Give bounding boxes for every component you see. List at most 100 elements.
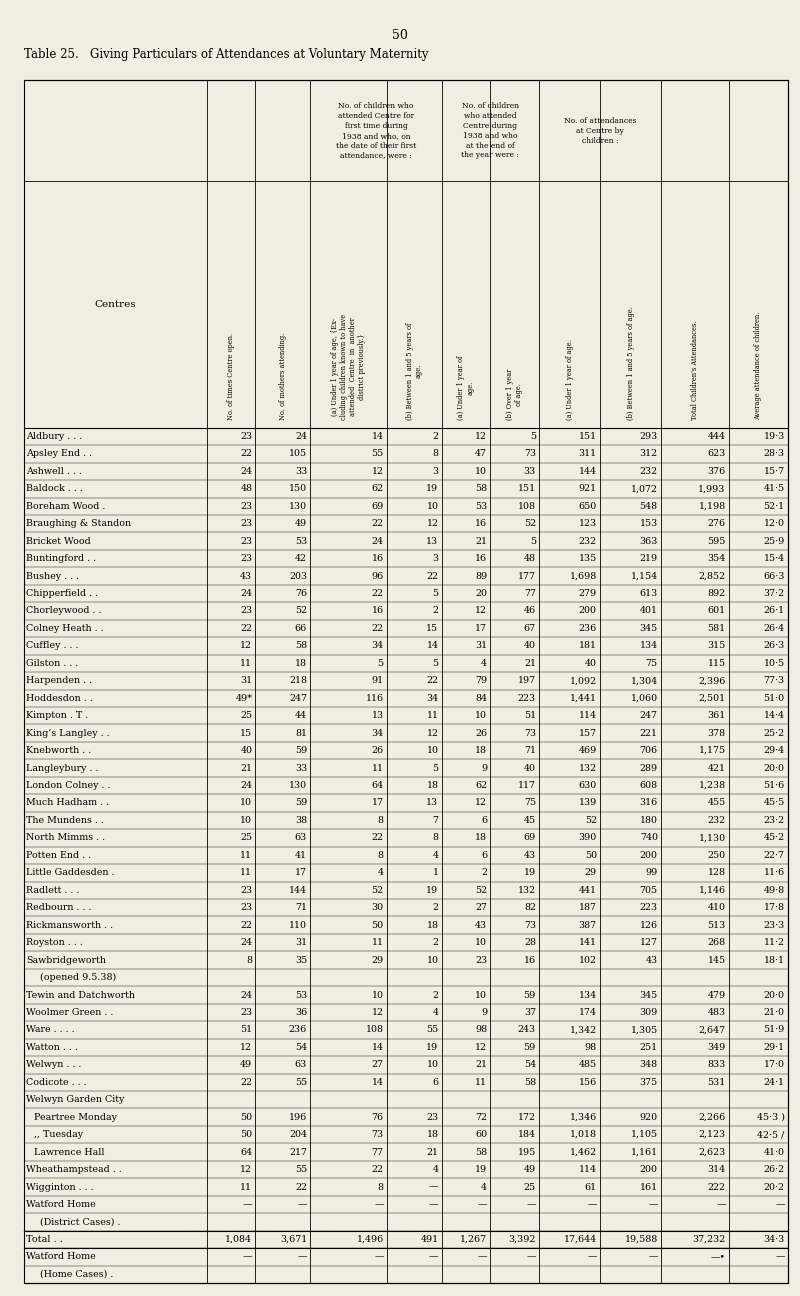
Text: 5: 5 xyxy=(530,432,536,441)
Text: 134: 134 xyxy=(578,990,597,999)
Text: 11: 11 xyxy=(372,763,384,772)
Text: 117: 117 xyxy=(518,781,536,791)
Text: 4: 4 xyxy=(433,851,438,859)
Text: 1,161: 1,161 xyxy=(630,1148,658,1156)
Text: 59: 59 xyxy=(295,746,307,756)
Text: No. of children
who attended
Centre during
1938 and who
at the end of
the year w: No. of children who attended Centre duri… xyxy=(462,102,519,159)
Text: 29·1: 29·1 xyxy=(764,1043,785,1052)
Text: 51·0: 51·0 xyxy=(764,693,785,702)
Text: Tewin and Datchworth: Tewin and Datchworth xyxy=(26,990,135,999)
Text: 14: 14 xyxy=(372,432,384,441)
Text: 314: 314 xyxy=(707,1165,726,1174)
Text: 401: 401 xyxy=(640,607,658,616)
Text: —: — xyxy=(298,1252,307,1261)
Text: 21: 21 xyxy=(475,537,487,546)
Text: 312: 312 xyxy=(640,450,658,459)
Text: Welwyn Garden City: Welwyn Garden City xyxy=(26,1095,125,1104)
Text: 22·7: 22·7 xyxy=(764,851,785,859)
Text: 134: 134 xyxy=(640,642,658,651)
Text: Table 25.   Giving Particulars of Attendances at Voluntary Maternity: Table 25. Giving Particulars of Attendan… xyxy=(24,48,429,61)
Text: 49: 49 xyxy=(295,520,307,529)
Text: 45·5: 45·5 xyxy=(763,798,785,807)
Text: 27: 27 xyxy=(475,903,487,912)
Text: 15: 15 xyxy=(426,623,438,632)
Text: 114: 114 xyxy=(579,1165,597,1174)
Text: 19: 19 xyxy=(426,1043,438,1052)
Text: 67: 67 xyxy=(524,623,536,632)
Text: 11: 11 xyxy=(372,938,384,947)
Text: 2,123: 2,123 xyxy=(698,1130,726,1139)
Text: —: — xyxy=(775,1200,785,1209)
Text: 491: 491 xyxy=(420,1235,438,1244)
Text: Ware . . . .: Ware . . . . xyxy=(26,1025,75,1034)
Text: 53: 53 xyxy=(475,502,487,511)
Text: 24: 24 xyxy=(240,588,252,597)
Text: 243: 243 xyxy=(518,1025,536,1034)
Text: 26: 26 xyxy=(475,728,487,737)
Text: 251: 251 xyxy=(640,1043,658,1052)
Text: 22: 22 xyxy=(295,1182,307,1191)
Text: 5: 5 xyxy=(378,658,384,667)
Text: 483: 483 xyxy=(707,1008,726,1017)
Text: ,, Tuesday: ,, Tuesday xyxy=(34,1130,82,1139)
Text: 59: 59 xyxy=(524,990,536,999)
Text: 469: 469 xyxy=(578,746,597,756)
Text: 10: 10 xyxy=(426,502,438,511)
Text: North Mimms . .: North Mimms . . xyxy=(26,833,106,842)
Text: 23: 23 xyxy=(475,955,487,964)
Text: 40: 40 xyxy=(585,658,597,667)
Text: Woolmer Green . .: Woolmer Green . . xyxy=(26,1008,114,1017)
Text: Welwyn . . .: Welwyn . . . xyxy=(26,1060,82,1069)
Text: 22: 22 xyxy=(240,623,252,632)
Text: 150: 150 xyxy=(289,485,307,494)
Text: 197: 197 xyxy=(518,677,536,686)
Text: 19·3: 19·3 xyxy=(763,432,785,441)
Text: 2: 2 xyxy=(433,990,438,999)
Text: 128: 128 xyxy=(708,868,726,877)
Text: 132: 132 xyxy=(518,885,536,894)
Text: 21·0: 21·0 xyxy=(764,1008,785,1017)
Text: 53: 53 xyxy=(295,537,307,546)
Text: 18: 18 xyxy=(475,833,487,842)
Text: 66·3: 66·3 xyxy=(763,572,785,581)
Text: 1,441: 1,441 xyxy=(570,693,597,702)
Text: 1,496: 1,496 xyxy=(357,1235,384,1244)
Text: 41: 41 xyxy=(295,851,307,859)
Text: 108: 108 xyxy=(518,502,536,511)
Text: 218: 218 xyxy=(289,677,307,686)
Text: 73: 73 xyxy=(371,1130,384,1139)
Text: No. of mothers attending.: No. of mothers attending. xyxy=(279,333,287,420)
Text: 1,154: 1,154 xyxy=(630,572,658,581)
Text: 7: 7 xyxy=(433,816,438,826)
Text: 76: 76 xyxy=(295,588,307,597)
Text: (a) Under 1 year of
age.: (a) Under 1 year of age. xyxy=(458,355,474,420)
Text: 8: 8 xyxy=(378,1182,384,1191)
Text: —: — xyxy=(648,1200,658,1209)
Text: 921: 921 xyxy=(578,485,597,494)
Text: 2: 2 xyxy=(482,868,487,877)
Text: 14: 14 xyxy=(426,642,438,651)
Text: 63: 63 xyxy=(295,833,307,842)
Text: 623: 623 xyxy=(707,450,726,459)
Text: King’s Langley . .: King’s Langley . . xyxy=(26,728,110,737)
Text: 14: 14 xyxy=(372,1043,384,1052)
Text: 13: 13 xyxy=(371,712,384,721)
Text: —: — xyxy=(298,1200,307,1209)
Text: 10: 10 xyxy=(426,955,438,964)
Text: 17·8: 17·8 xyxy=(764,903,785,912)
Text: 12: 12 xyxy=(426,520,438,529)
Text: 157: 157 xyxy=(578,728,597,737)
Text: 22: 22 xyxy=(240,1078,252,1087)
Text: 247: 247 xyxy=(640,712,658,721)
Text: 223: 223 xyxy=(640,903,658,912)
Text: London Colney . .: London Colney . . xyxy=(26,781,111,791)
Text: 37,232: 37,232 xyxy=(692,1235,726,1244)
Text: 77·3: 77·3 xyxy=(764,677,785,686)
Text: 1,105: 1,105 xyxy=(630,1130,658,1139)
Text: 1,146: 1,146 xyxy=(698,885,726,894)
Text: 45·2: 45·2 xyxy=(764,833,785,842)
Text: 49: 49 xyxy=(240,1060,252,1069)
Text: 17,644: 17,644 xyxy=(564,1235,597,1244)
Text: 51·9: 51·9 xyxy=(763,1025,785,1034)
Text: Royston . . .: Royston . . . xyxy=(26,938,83,947)
